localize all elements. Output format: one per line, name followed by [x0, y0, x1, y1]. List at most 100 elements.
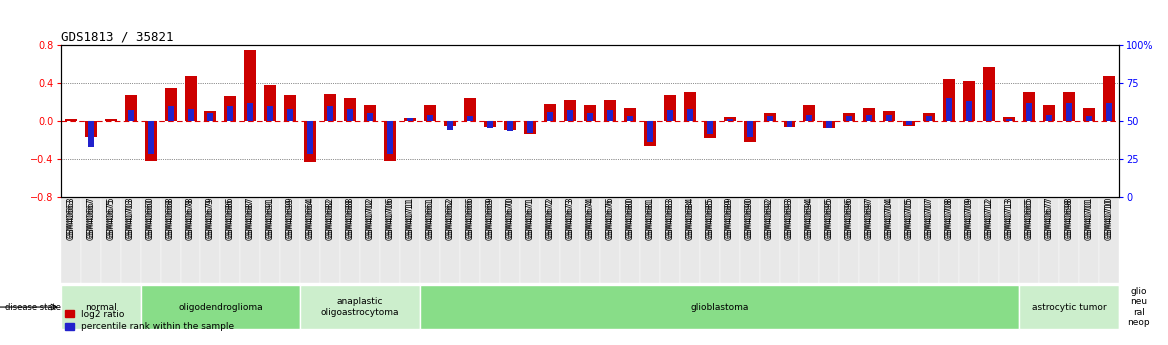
Bar: [564, 100, 576, 121]
FancyBboxPatch shape: [820, 197, 840, 283]
Text: GSM40679: GSM40679: [206, 198, 215, 240]
FancyBboxPatch shape: [500, 197, 520, 283]
Text: GSM40677: GSM40677: [1044, 197, 1054, 238]
Text: GSM40665: GSM40665: [1024, 197, 1034, 238]
FancyBboxPatch shape: [600, 197, 620, 283]
Text: GSM40662: GSM40662: [445, 198, 454, 240]
Bar: [347, 109, 353, 121]
Bar: [1106, 102, 1112, 121]
Text: GSM40687: GSM40687: [246, 197, 255, 238]
Bar: [484, 121, 496, 127]
Bar: [447, 121, 453, 130]
FancyBboxPatch shape: [160, 197, 181, 283]
Text: GSM40712: GSM40712: [985, 197, 994, 238]
Text: GSM40713: GSM40713: [1004, 198, 1014, 240]
FancyBboxPatch shape: [719, 197, 739, 283]
Bar: [165, 88, 176, 121]
Text: GSM40692: GSM40692: [765, 197, 774, 238]
Bar: [1043, 105, 1055, 121]
FancyBboxPatch shape: [81, 197, 100, 283]
Text: GSM40664: GSM40664: [306, 198, 315, 240]
Text: GSM40694: GSM40694: [805, 198, 814, 240]
Text: GSM40685: GSM40685: [705, 197, 714, 238]
Text: GSM40698: GSM40698: [1064, 197, 1073, 238]
Bar: [887, 115, 892, 121]
Text: GSM40667: GSM40667: [86, 197, 95, 238]
Bar: [345, 98, 356, 121]
Text: GSM40662: GSM40662: [445, 197, 454, 238]
Bar: [467, 116, 473, 121]
Bar: [663, 95, 676, 121]
FancyBboxPatch shape: [700, 197, 719, 283]
Bar: [167, 106, 174, 121]
Text: GSM40673: GSM40673: [565, 197, 575, 238]
FancyBboxPatch shape: [620, 197, 640, 283]
FancyBboxPatch shape: [919, 197, 939, 283]
Bar: [1066, 102, 1072, 121]
FancyBboxPatch shape: [320, 197, 340, 283]
Text: GSM40668: GSM40668: [166, 198, 175, 240]
Bar: [228, 106, 234, 121]
Text: GSM40671: GSM40671: [526, 197, 535, 238]
Bar: [644, 121, 655, 146]
Text: GSM40667: GSM40667: [86, 198, 95, 240]
Text: GSM40707: GSM40707: [925, 197, 933, 238]
FancyBboxPatch shape: [440, 197, 460, 283]
Bar: [248, 102, 253, 121]
Bar: [584, 105, 596, 121]
FancyBboxPatch shape: [1099, 197, 1119, 283]
Text: GSM40683: GSM40683: [666, 198, 674, 240]
Text: GSM40689: GSM40689: [725, 198, 735, 240]
Text: GDS1813 / 35821: GDS1813 / 35821: [61, 31, 173, 44]
FancyBboxPatch shape: [999, 197, 1020, 283]
Bar: [424, 105, 436, 121]
FancyBboxPatch shape: [140, 285, 300, 329]
Legend: log2 ratio, percentile rank within the sample: log2 ratio, percentile rank within the s…: [65, 310, 235, 332]
Bar: [224, 96, 236, 121]
Bar: [1063, 92, 1075, 121]
Text: GSM40677: GSM40677: [1044, 198, 1054, 240]
Text: GSM40696: GSM40696: [844, 197, 854, 238]
Bar: [744, 121, 756, 141]
Text: GSM40690: GSM40690: [745, 197, 755, 238]
Text: GSM40706: GSM40706: [385, 197, 395, 238]
Text: GSM40692: GSM40692: [765, 198, 774, 240]
Bar: [624, 108, 635, 121]
Bar: [185, 76, 196, 121]
FancyBboxPatch shape: [939, 197, 959, 283]
FancyBboxPatch shape: [221, 197, 241, 283]
Bar: [806, 115, 813, 121]
Text: GSM40668: GSM40668: [166, 197, 175, 238]
Text: GSM40683: GSM40683: [666, 197, 674, 238]
Bar: [983, 67, 995, 121]
Text: GSM40701: GSM40701: [1085, 197, 1093, 238]
Text: GSM40670: GSM40670: [506, 197, 514, 238]
FancyBboxPatch shape: [1119, 285, 1159, 329]
Text: GSM40687: GSM40687: [246, 198, 255, 240]
Text: GSM40676: GSM40676: [605, 198, 614, 240]
Text: GSM40698: GSM40698: [1064, 198, 1073, 240]
Text: GSM40675: GSM40675: [106, 197, 116, 238]
Text: GSM40703: GSM40703: [126, 197, 135, 238]
FancyBboxPatch shape: [880, 197, 899, 283]
FancyBboxPatch shape: [899, 197, 919, 283]
FancyBboxPatch shape: [759, 197, 779, 283]
Bar: [647, 121, 653, 142]
Bar: [863, 108, 875, 121]
FancyBboxPatch shape: [579, 197, 600, 283]
Bar: [566, 110, 572, 121]
Text: GSM40686: GSM40686: [225, 198, 235, 240]
FancyBboxPatch shape: [640, 197, 660, 283]
Text: GSM40712: GSM40712: [985, 198, 994, 240]
Text: GSM40686: GSM40686: [225, 197, 235, 238]
FancyBboxPatch shape: [660, 197, 680, 283]
FancyBboxPatch shape: [460, 197, 480, 283]
Bar: [964, 81, 975, 121]
Text: GSM40711: GSM40711: [405, 198, 415, 240]
Text: GSM40703: GSM40703: [126, 198, 135, 240]
Bar: [267, 106, 273, 121]
FancyBboxPatch shape: [381, 197, 401, 283]
Text: glio
neu
ral
neop: glio neu ral neop: [1127, 287, 1150, 327]
Bar: [923, 113, 936, 121]
Text: GSM40660: GSM40660: [146, 197, 155, 238]
